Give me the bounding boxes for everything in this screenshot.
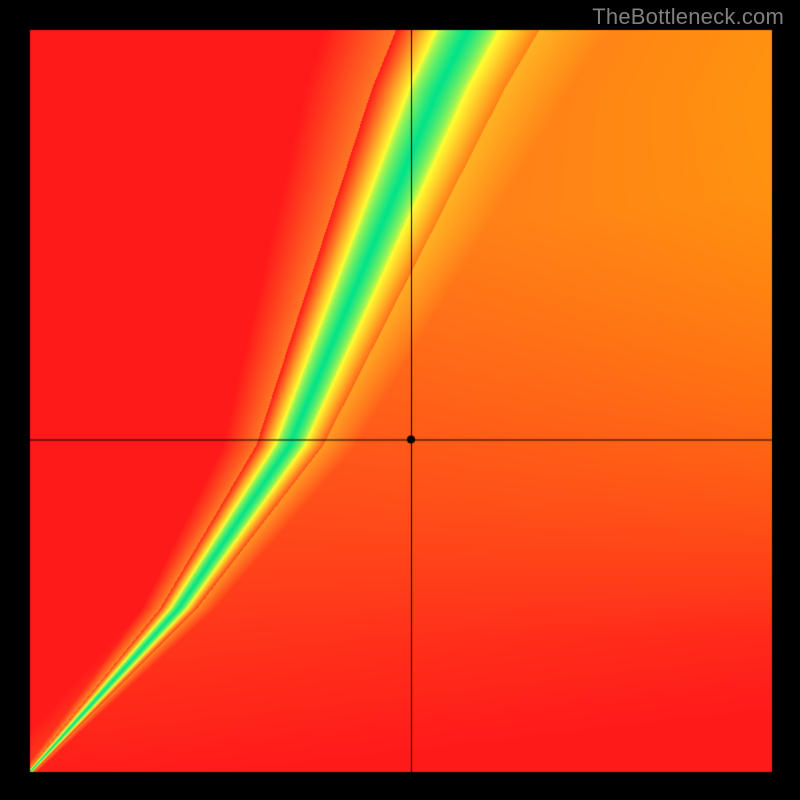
chart-container: TheBottleneck.com [0, 0, 800, 800]
bottleneck-heatmap [0, 0, 800, 800]
watermark-text: TheBottleneck.com [592, 4, 784, 30]
